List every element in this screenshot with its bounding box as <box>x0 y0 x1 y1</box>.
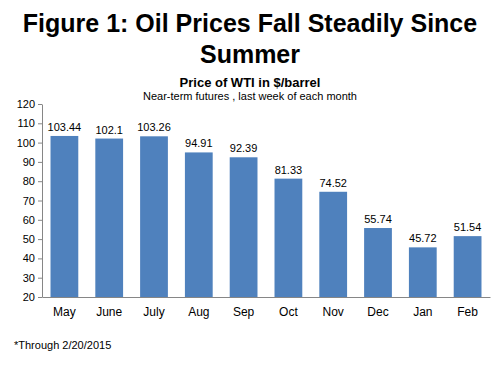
bar <box>275 179 303 297</box>
y-tick-label: 30 <box>23 272 35 284</box>
y-tick-label: 20 <box>23 291 35 303</box>
data-label: 102.1 <box>95 124 123 136</box>
data-label: 45.72 <box>409 232 437 244</box>
data-label: 103.44 <box>48 121 82 133</box>
x-tick-label: July <box>143 305 164 319</box>
bar <box>409 247 437 297</box>
x-tick-label: Sep <box>233 305 255 319</box>
bar <box>319 192 347 297</box>
x-tick-label: Oct <box>279 305 298 319</box>
bar <box>140 136 168 297</box>
x-tick-label: May <box>53 305 76 319</box>
x-tick: Dec <box>367 297 388 319</box>
subtitle-note: Near-term futures , last week of each mo… <box>143 90 357 102</box>
y-tick-label: 90 <box>23 156 35 168</box>
x-axis: May June July Aug Sep Oct Nov Dec Jan Feb <box>43 297 491 319</box>
y-tick-label: 80 <box>23 175 35 187</box>
y-tick-label: 110 <box>17 117 35 129</box>
y-tick-label: 60 <box>23 214 35 226</box>
y-tick: 120 <box>17 98 42 110</box>
x-tick: July <box>143 297 164 319</box>
data-label: 55.74 <box>364 213 392 225</box>
y-tick-label: 70 <box>23 195 35 207</box>
y-tick-mark <box>38 143 42 144</box>
y-tick-mark <box>38 104 42 105</box>
y-tick-mark <box>38 220 42 221</box>
x-tick-label: Nov <box>323 305 344 319</box>
data-label: 81.33 <box>275 164 303 176</box>
y-tick-mark <box>38 123 42 124</box>
x-tick: Oct <box>279 297 298 319</box>
x-tick-label: June <box>96 305 122 319</box>
x-tick: May <box>53 297 76 319</box>
y-tick: 100 <box>17 137 42 149</box>
plot: 20 30 40 50 60 70 80 90 100 110 120 May June July Aug S… <box>17 98 491 319</box>
y-tick-mark <box>38 258 42 259</box>
y-tick: 60 <box>23 214 42 226</box>
y-tick-mark <box>38 181 42 182</box>
x-tick: Aug <box>188 297 209 319</box>
x-tick: June <box>96 297 122 319</box>
bar <box>95 139 123 297</box>
y-tick: 40 <box>23 252 42 264</box>
y-tick-mark <box>38 239 42 240</box>
x-tick-label: Dec <box>367 305 388 319</box>
y-tick-mark <box>38 278 42 279</box>
x-tick-label: Aug <box>188 305 209 319</box>
y-tick: 30 <box>23 272 42 284</box>
y-tick-mark <box>38 162 42 163</box>
subtitle: Price of WTI in $/barrel <box>180 75 321 90</box>
data-label: 92.39 <box>230 142 258 154</box>
footnote: *Through 2/20/2015 <box>14 339 111 351</box>
chart: Figure 1: Oil Prices Fall Steadily Since… <box>0 0 500 371</box>
data-labels: 103.44 102.1 103.26 94.91 92.39 81.33 74.52 55.… <box>48 121 482 244</box>
y-tick: 20 <box>23 291 42 303</box>
y-axis-line <box>42 105 43 298</box>
bar <box>364 228 392 297</box>
bar <box>454 236 482 297</box>
bar <box>185 152 213 297</box>
bars <box>51 136 482 297</box>
data-label: 51.54 <box>454 221 482 233</box>
y-tick: 90 <box>23 156 42 168</box>
bar <box>51 136 79 297</box>
y-tick: 80 <box>23 175 42 187</box>
x-tick-label: Jan <box>413 305 432 319</box>
data-label: 94.91 <box>185 137 213 149</box>
y-axis: 20 30 40 50 60 70 80 90 100 110 120 <box>17 98 43 303</box>
y-tick-mark <box>38 297 42 298</box>
x-tick: Nov <box>323 297 344 319</box>
bar <box>230 157 258 297</box>
data-label: 103.26 <box>137 121 171 133</box>
x-axis-line <box>43 297 491 298</box>
x-tick: Sep <box>233 297 255 319</box>
y-tick-label: 100 <box>17 137 35 149</box>
y-tick-label: 120 <box>17 98 35 110</box>
y-tick-mark <box>38 201 42 202</box>
y-tick: 70 <box>23 195 42 207</box>
y-tick-label: 40 <box>23 252 35 264</box>
y-tick-label: 50 <box>23 233 35 245</box>
x-tick-label: Feb <box>457 305 478 319</box>
y-tick: 110 <box>17 117 42 129</box>
y-tick: 50 <box>23 233 42 245</box>
data-label: 74.52 <box>319 177 347 189</box>
x-tick: Jan <box>413 297 432 319</box>
title: Figure 1: Oil Prices Fall Steadily Since… <box>23 9 477 68</box>
x-tick: Feb <box>457 297 478 319</box>
